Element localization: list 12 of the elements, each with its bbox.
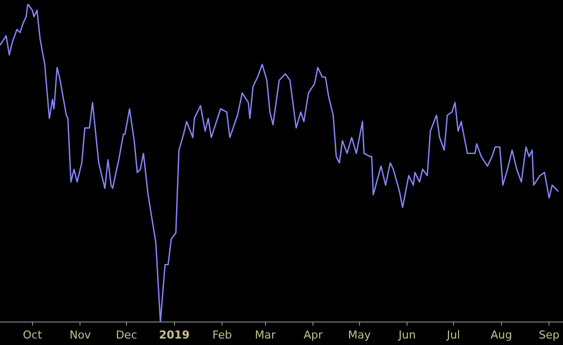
x-tick-label: Aug [490,328,512,342]
x-tick-label: Feb [212,328,232,342]
x-tick-label: Dec [116,328,138,342]
x-tick-label: Jun [398,328,416,342]
x-tick-label: Oct [22,328,43,342]
x-tick-label: 2019 [158,328,190,342]
x-tick-label: Nov [69,328,92,342]
x-tick-label: Apr [304,328,324,342]
x-tick-label: Mar [254,328,276,342]
x-tick-label: Jul [446,328,460,342]
x-tick-label: May [348,328,372,342]
x-tick-label: Sep [538,328,560,342]
